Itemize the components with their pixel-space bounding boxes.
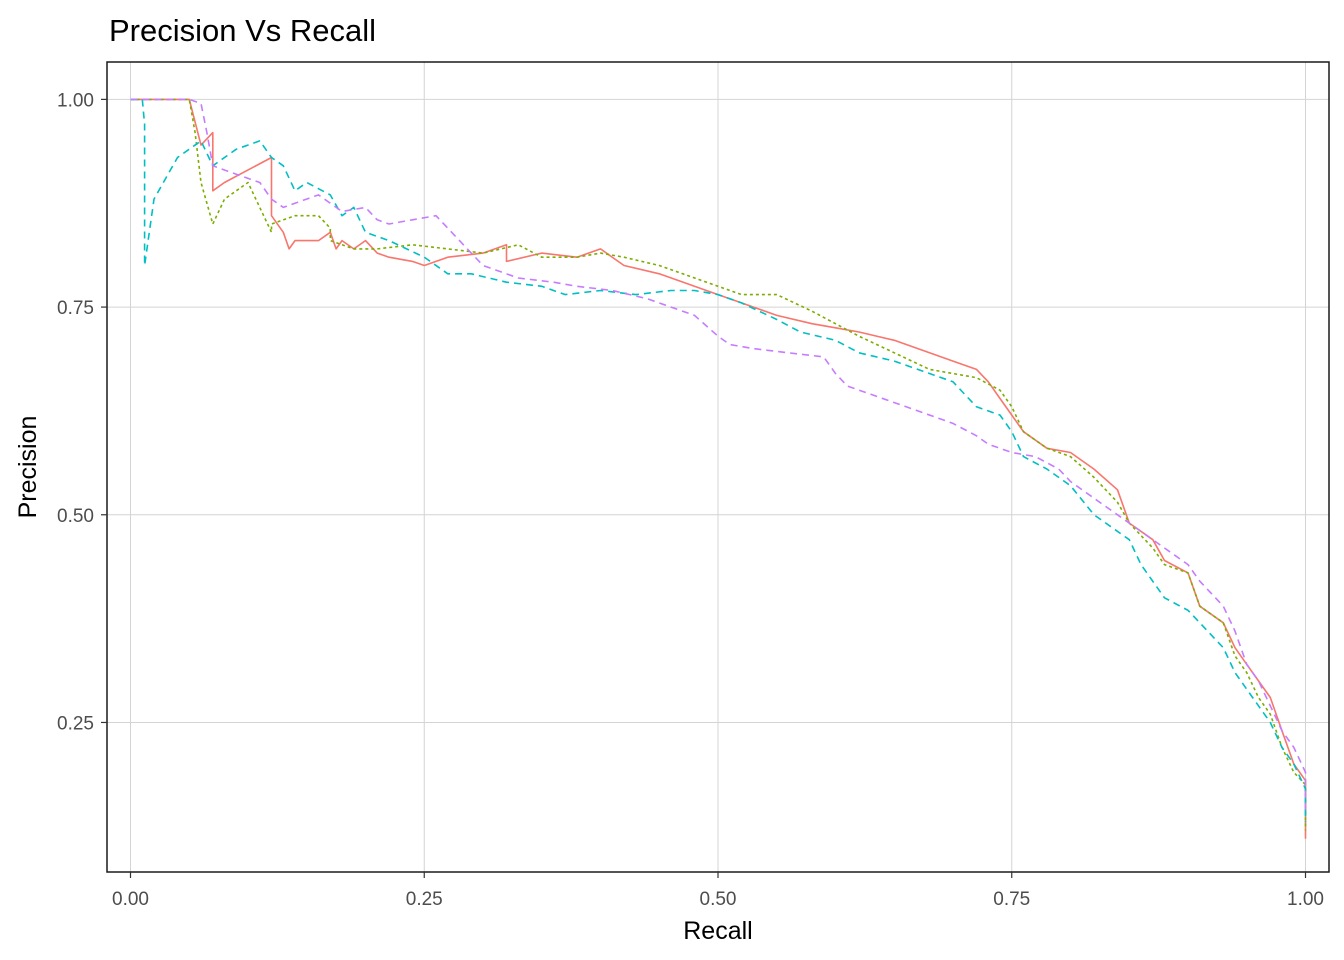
x-tick-label: 0.00	[112, 889, 149, 910]
y-axis-title: Precision	[14, 416, 42, 519]
series-line-4	[130, 98, 1307, 814]
y-tick-label: 1.00	[57, 90, 94, 111]
x-tick-label: 0.75	[993, 889, 1030, 910]
y-tick-label: 0.75	[57, 298, 94, 319]
series-line-3	[130, 98, 1307, 823]
x-tick-label: 0.25	[406, 889, 443, 910]
x-tick-label: 0.50	[700, 889, 737, 910]
series-line-2	[130, 98, 1307, 831]
chart-title: Precision Vs Recall	[109, 13, 376, 48]
series-lines	[130, 98, 1307, 839]
x-tick-label: 1.00	[1287, 889, 1324, 910]
y-tick-label: 0.50	[57, 506, 94, 527]
y-tick-label: 0.25	[57, 713, 94, 734]
axis-ticks: 0.00 0.25 0.50 0.75 1.00 0.25 0.50 0.75 1.00	[57, 90, 1324, 910]
gridlines	[107, 62, 1329, 872]
x-axis-title: Recall	[683, 917, 752, 945]
